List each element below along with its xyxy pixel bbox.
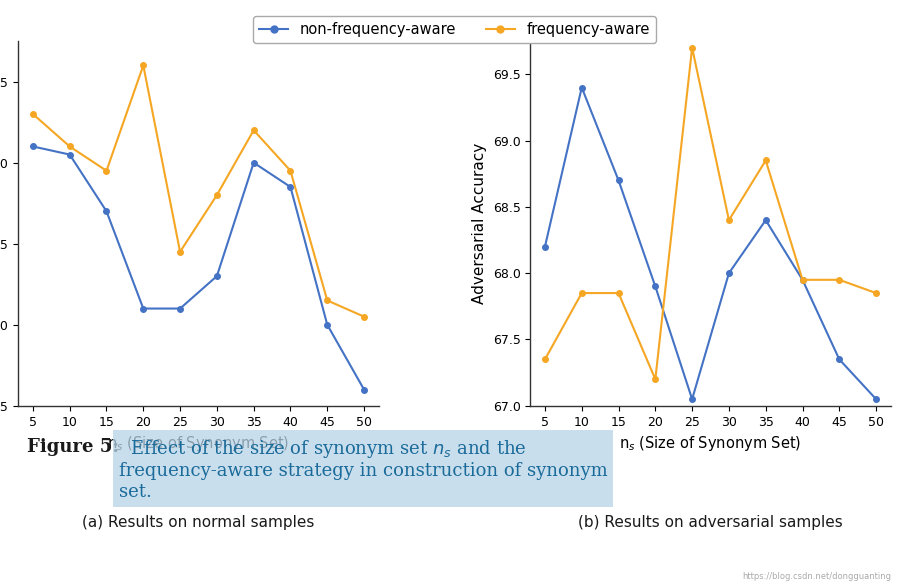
Text: (b) Results on adversarial samples: (b) Results on adversarial samples xyxy=(578,515,843,530)
Y-axis label: Adversarial Accuracy: Adversarial Accuracy xyxy=(472,143,487,304)
Text: Effect of the size of synonym set $n_s$ and the
frequency-aware strategy in cons: Effect of the size of synonym set $n_s$ … xyxy=(118,437,607,501)
X-axis label: n$_s$ (Size of Synonym Set): n$_s$ (Size of Synonym Set) xyxy=(619,434,802,453)
X-axis label: n$_s$ (Size of Synonym Set): n$_s$ (Size of Synonym Set) xyxy=(107,434,290,453)
Text: https://blog.csdn.net/dongguanting: https://blog.csdn.net/dongguanting xyxy=(742,572,891,581)
Legend: non-frequency-aware, frequency-aware: non-frequency-aware, frequency-aware xyxy=(254,16,655,43)
Text: Figure 5:: Figure 5: xyxy=(27,437,119,456)
Text: (a) Results on normal samples: (a) Results on normal samples xyxy=(83,515,315,530)
